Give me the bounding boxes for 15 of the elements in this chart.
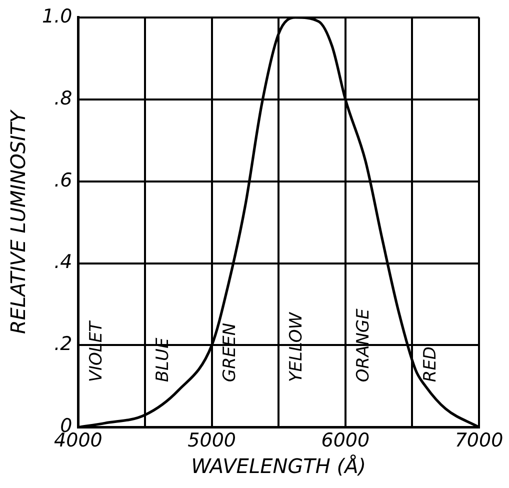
x-tick-label: 7000 [454, 430, 504, 452]
y-tick-label: .6 [54, 169, 72, 192]
y-tick-label: .8 [54, 87, 72, 110]
x-tick-label: 6000 [321, 430, 370, 452]
annotation: GREEN [220, 322, 240, 382]
y-tick-label: .4 [54, 251, 72, 274]
y-axis-title: RELATIVE LUMINOSITY [6, 108, 30, 334]
annotation: VIOLET [86, 320, 106, 382]
x-tick-label: 5000 [188, 430, 236, 452]
annotation: YELLOW [286, 311, 307, 382]
x-axis-title: WAVELENGTH (Å) [191, 454, 366, 478]
y-tick-label: 1.0 [42, 5, 72, 28]
annotation: RED [420, 346, 440, 382]
annotation: ORANGE [354, 308, 374, 382]
y-tick-label: .2 [54, 333, 72, 356]
